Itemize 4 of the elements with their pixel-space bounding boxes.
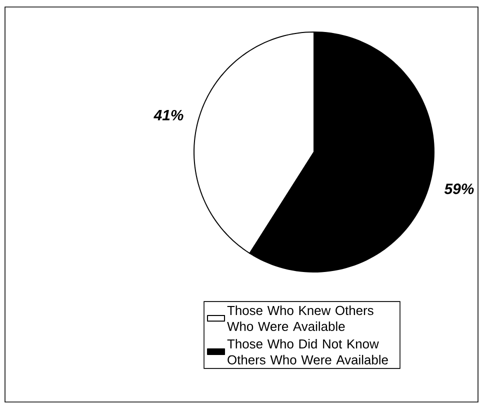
data-label: 59%	[444, 184, 474, 194]
data-label: 41%	[154, 110, 184, 120]
legend-label: Those Who Did Not Know Others Who Were Available	[227, 338, 388, 364]
legend-label: Those Who Knew Others Who Were Available	[227, 306, 374, 332]
